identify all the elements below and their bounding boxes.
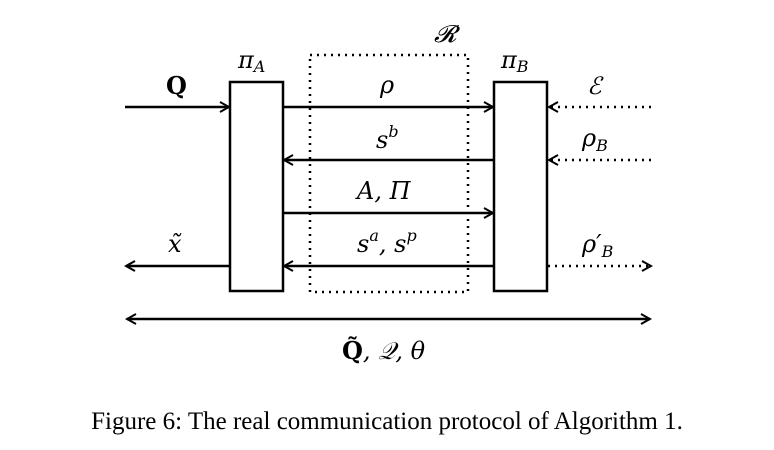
party-a-label: πA — [237, 46, 265, 76]
x-output-label: x̃ — [168, 230, 182, 258]
party-b-label: πB — [500, 46, 529, 76]
figure-caption: Figure 6: The real communication protoco… — [91, 408, 683, 435]
env-e-label: ℰ — [587, 72, 604, 100]
resource-label: 𝓡 — [434, 20, 461, 48]
a-pi-label: A, Π — [355, 177, 412, 205]
q-input-label: Q — [166, 71, 187, 100]
rho-label: ρ — [379, 71, 394, 99]
resource-box — [308, 53, 470, 294]
s-a-s-p-label: sa, sp — [357, 226, 417, 258]
party-a-box — [228, 80, 285, 293]
bottom-label: Q̃, 𝒬, θ — [342, 336, 426, 365]
party-b-box — [492, 80, 549, 293]
s-b-label: sb — [376, 122, 399, 154]
rho-b-label: ρB — [581, 124, 608, 155]
rho-b-prime-label: ρ′B — [581, 230, 614, 261]
